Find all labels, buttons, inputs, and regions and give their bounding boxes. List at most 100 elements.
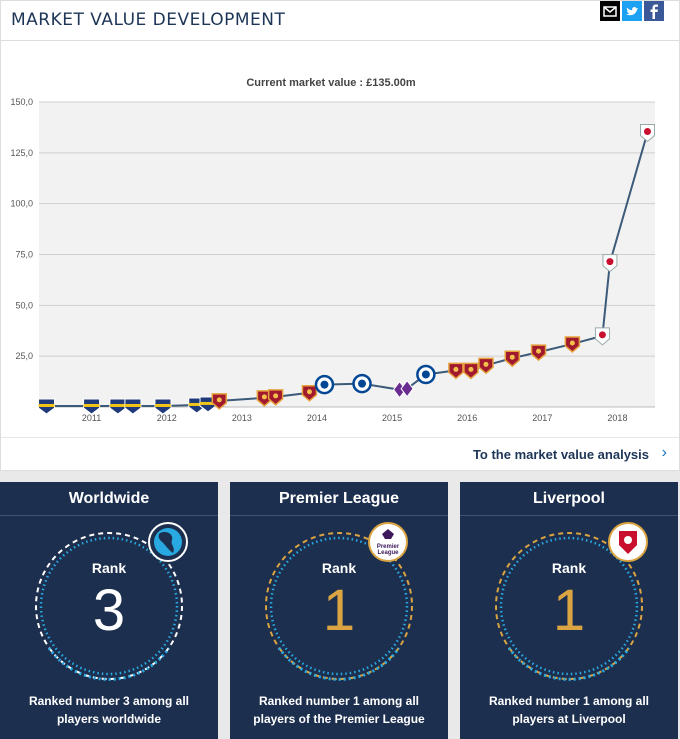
outer-dashed-ring	[495, 532, 643, 680]
rank-card-premier-league: Premier League Premier League Rank 1 Rank…	[230, 482, 448, 739]
inner-dotted-ring	[499, 536, 639, 676]
data-point-roma-crest	[256, 390, 273, 407]
crest-bird	[624, 536, 632, 544]
x-tick-label: 2018	[607, 413, 627, 423]
crest-stripe	[154, 403, 171, 407]
crest-center	[358, 379, 367, 388]
rank-label: Rank	[91, 560, 127, 576]
crest-stripe	[38, 403, 55, 407]
x-tick-label: 2015	[382, 413, 402, 423]
panel-title: MARKET VALUE DEVELOPMENT	[11, 10, 286, 30]
card-title: Liverpool	[460, 482, 678, 516]
crest-bird	[643, 128, 651, 135]
data-point-liverpool-crest	[639, 124, 655, 143]
badge-label: Premier	[377, 544, 400, 550]
crest-stripe	[109, 403, 126, 407]
data-point-roma-crest	[530, 344, 547, 362]
crest-bird	[606, 258, 614, 266]
x-tick-label: 2016	[457, 413, 477, 423]
crest-lily	[400, 379, 414, 398]
rank-description: Ranked number 1 among all players at Liv…	[488, 694, 650, 726]
progress-arc	[277, 647, 401, 681]
rank-label: Rank	[321, 560, 357, 576]
outer-dashed-ring	[265, 532, 413, 680]
progress-arc	[507, 647, 631, 681]
crest-wolf	[453, 366, 459, 372]
card-title: Premier League	[230, 482, 448, 516]
crest-wolf	[261, 394, 267, 400]
panel-header: MARKET VALUE DEVELOPMENT	[1, 1, 679, 41]
crest-wolf	[536, 348, 542, 354]
x-tick-label: 2011	[82, 413, 101, 423]
data-point-roma-crest	[463, 362, 479, 380]
data-point-fiorentina-crest	[400, 379, 414, 398]
rank-ring	[35, 522, 188, 681]
market-value-chart: Current market value : £135.00m 150,0 125,…	[1, 42, 679, 437]
crest-center	[421, 370, 430, 379]
email-share-button[interactable]	[600, 1, 620, 21]
data-point-chelsea-crest	[314, 374, 335, 395]
facebook-share-button[interactable]	[644, 1, 664, 21]
crest-wolf	[306, 389, 312, 395]
rank-description: Ranked number 3 among all players worldw…	[28, 694, 190, 726]
data-point-roma-crest	[301, 385, 318, 402]
crest-stripe	[83, 403, 100, 407]
crest-stripe	[124, 403, 141, 407]
market-value-analysis-link[interactable]: To the market value analysis	[472, 447, 649, 462]
data-point-chelsea-crest	[416, 364, 436, 385]
data-point-liverpool-crest	[594, 327, 610, 346]
crest-center	[320, 380, 329, 389]
y-tick-label: 100,0	[10, 199, 33, 209]
data-point-roma-crest	[478, 357, 494, 375]
envelope-icon	[600, 1, 620, 21]
x-tick-label: 2017	[532, 413, 552, 423]
inner-dotted-ring	[269, 536, 409, 676]
y-tick-label: 125,0	[10, 148, 33, 158]
data-point-parma-crest	[124, 398, 142, 415]
chart-svg: Current market value : £135.00m 150,0 125,…	[10, 77, 655, 423]
inner-dotted-ring	[39, 536, 179, 676]
twitter-share-button[interactable]	[622, 1, 642, 21]
crest-wolf	[273, 393, 279, 399]
rank-description: Ranked number 1 among all players of the…	[253, 694, 425, 726]
card-title: Worldwide	[0, 482, 218, 516]
data-point-roma-crest	[267, 389, 284, 406]
rank-ring	[495, 522, 648, 681]
y-tick-label: 75,0	[15, 250, 33, 260]
badge-label: League	[377, 550, 399, 556]
x-tick-label: 2014	[307, 413, 327, 423]
data-point-roma-crest	[504, 350, 521, 368]
globe-icon	[148, 522, 188, 562]
crest-wolf	[216, 397, 222, 403]
rank-number: 1	[322, 578, 356, 643]
y-tick-label: 50,0	[15, 300, 33, 310]
lion-head	[382, 529, 394, 539]
rank-card-worldwide: Worldwide Rank 3 Ranked number 3 among a…	[0, 482, 218, 739]
data-point-liverpool-crest	[602, 254, 618, 273]
chart-title: Current market value : £135.00m	[246, 77, 416, 89]
data-point-chelsea-crest	[352, 373, 372, 394]
crest-wolf	[483, 361, 489, 367]
rank-card-liverpool: Liverpool Rank 1 Ranked number 1 among a…	[460, 482, 678, 739]
crest-stripe	[200, 401, 217, 405]
market-value-panel: MARKET VALUE DEVELOPMENT Current market …	[0, 0, 680, 471]
progress-arc	[47, 647, 171, 681]
chevron-right-icon[interactable]: ›	[661, 444, 667, 461]
data-point-parma-crest	[109, 398, 127, 415]
rank-number: 3	[92, 578, 126, 643]
badge-ring	[368, 522, 408, 562]
x-tick-label: 2013	[232, 413, 252, 423]
facebook-f-icon	[644, 1, 664, 21]
liverpool-crest-icon	[608, 522, 648, 562]
crest-stripe	[188, 402, 205, 406]
data-point-roma-crest	[211, 393, 228, 410]
outer-dashed-ring	[35, 532, 183, 680]
data-point-parma-crest	[83, 398, 101, 415]
crest-bird	[598, 331, 606, 339]
crest-wolf	[468, 366, 474, 372]
rank-number: 1	[552, 578, 586, 643]
data-point-roma-crest	[564, 336, 581, 353]
twitter-bird-icon	[622, 1, 642, 21]
